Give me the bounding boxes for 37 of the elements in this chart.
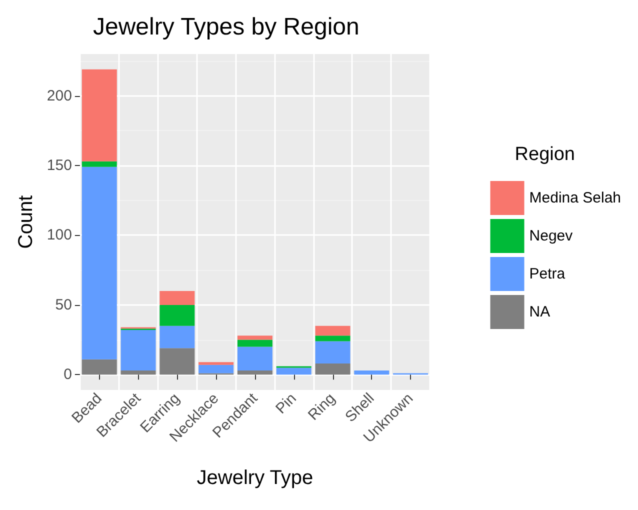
bar [276, 368, 312, 375]
legend-title: Region [514, 144, 576, 165]
bar [82, 161, 117, 167]
legend-label: Negev [529, 228, 574, 244]
x-tick-label: Pin [272, 390, 300, 418]
bar [82, 69, 117, 162]
legend-label: Petra [529, 266, 566, 282]
bar [237, 336, 272, 340]
chart-title: Jewelry Types by Region [93, 14, 360, 40]
y-tick-label: 200 [46, 87, 72, 104]
bar [160, 348, 195, 375]
bar [315, 341, 350, 364]
bar [315, 326, 350, 336]
bar [160, 304, 195, 326]
bar [120, 370, 156, 375]
bar [82, 166, 117, 360]
y-tick-label: 150 [46, 157, 72, 174]
y-axis-title: Count [15, 194, 37, 249]
bar [354, 370, 390, 375]
x-axis-title: Jewelry Type [196, 467, 314, 489]
y-tick-label: 50 [55, 296, 72, 314]
bar [82, 359, 117, 375]
y-tick-label: 100 [46, 226, 72, 244]
y-tick-label: 0 [64, 366, 72, 384]
bar [237, 370, 272, 375]
bar [160, 291, 195, 305]
bar [237, 346, 272, 370]
bar [198, 362, 234, 365]
bar [315, 336, 350, 342]
legend-label: NA [529, 304, 550, 320]
bar [237, 340, 272, 347]
bar [120, 330, 156, 370]
bar [315, 364, 350, 375]
bar [160, 326, 195, 348]
legend-label: Medina Selah [529, 190, 622, 206]
x-tick-label: Ring [304, 390, 339, 424]
bar [198, 364, 234, 374]
